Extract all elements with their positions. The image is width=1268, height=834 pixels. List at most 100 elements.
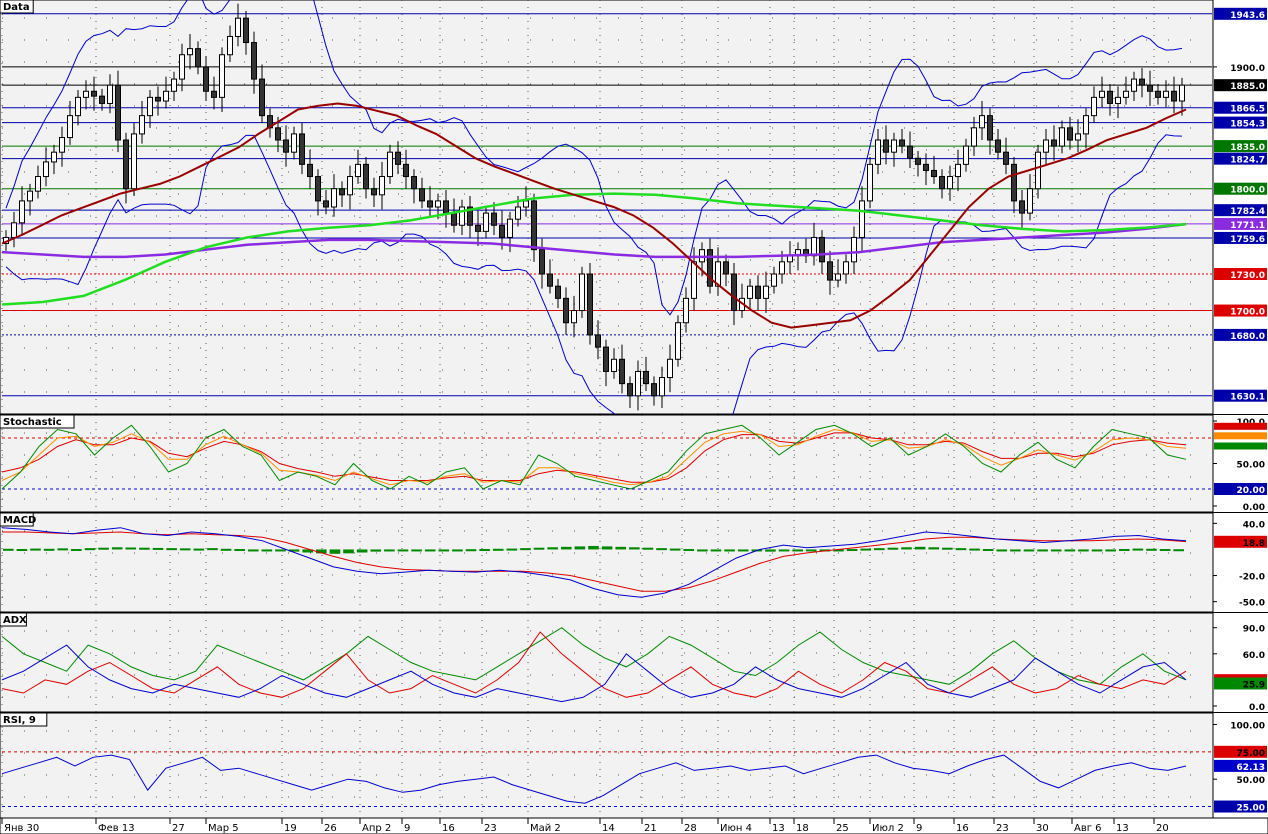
candle-body xyxy=(611,358,617,372)
band-upper xyxy=(5,0,1183,316)
macd-bar xyxy=(506,548,518,551)
candle-body xyxy=(723,261,729,275)
x-tick-label: Апр 2 xyxy=(362,823,391,834)
x-tick-label: 16 xyxy=(956,823,969,834)
rsi-level-label: 75.00 xyxy=(1237,749,1265,759)
candle-body xyxy=(523,200,529,208)
panel-title: RSI, 9 xyxy=(3,715,36,726)
candle-body xyxy=(27,190,33,202)
stoch-marker xyxy=(1214,432,1267,440)
candle-body xyxy=(227,35,233,56)
macd-bar xyxy=(860,548,871,551)
candle-body xyxy=(1123,90,1129,98)
candle-body xyxy=(371,188,377,196)
candle-body xyxy=(131,133,137,190)
candle-body xyxy=(179,54,185,80)
price-axis-label-bg xyxy=(1214,304,1267,317)
candle-body xyxy=(1171,90,1177,102)
price-axis-label-bg xyxy=(1214,328,1267,341)
panel-title-box xyxy=(0,0,34,14)
x-tick-label: Янв 30 xyxy=(4,823,39,834)
x-tick-label: Май 2 xyxy=(530,823,561,834)
candle-body xyxy=(307,163,313,178)
stoch-marker xyxy=(1214,442,1267,450)
candle-body xyxy=(339,188,345,196)
macd-bar xyxy=(139,547,150,550)
candle-body xyxy=(667,358,673,379)
price-axis-label-bg xyxy=(1214,217,1267,230)
candle-body xyxy=(979,115,985,129)
macd-bar xyxy=(1173,549,1184,552)
adx-blue-line xyxy=(1,644,1187,703)
candle-body xyxy=(971,127,977,147)
macd-bar xyxy=(438,549,450,552)
candle-body xyxy=(955,163,961,178)
candle-body xyxy=(939,176,945,190)
rsi-level-label: 25.00 xyxy=(1237,804,1265,814)
macd-bar xyxy=(942,547,953,550)
x-tick-label: Июн 4 xyxy=(720,823,752,834)
candle-body xyxy=(755,285,761,299)
macd-bar xyxy=(179,548,191,551)
macd-bar xyxy=(588,545,599,550)
x-tick-label: 27 xyxy=(172,823,185,834)
macd-bar xyxy=(247,549,259,552)
price-axis-label: 1730.0 xyxy=(1230,271,1265,281)
candle-body xyxy=(923,163,929,171)
macd-bar xyxy=(669,548,681,551)
macd-bar xyxy=(3,548,14,551)
candle-body xyxy=(107,84,113,104)
macd-bar xyxy=(846,549,858,552)
candle-body xyxy=(571,310,577,324)
macd-bar xyxy=(220,548,232,551)
macd-bar xyxy=(492,548,504,551)
candle-body xyxy=(1059,127,1065,147)
candle-body xyxy=(563,297,569,324)
macd-bar xyxy=(805,549,817,552)
candle-body xyxy=(1099,90,1105,98)
x-tick-label: 19 xyxy=(284,823,297,834)
candle-body xyxy=(363,163,369,190)
candle-body xyxy=(51,151,57,163)
price-axis-label-bg xyxy=(1214,204,1267,217)
macd-bar xyxy=(193,548,205,551)
macd-bar xyxy=(1064,549,1076,552)
candle-body xyxy=(203,66,209,92)
price-axis-label-bg xyxy=(1214,140,1267,153)
candle-body xyxy=(835,273,841,281)
candle-body xyxy=(587,273,593,336)
candle-body xyxy=(187,48,193,56)
candle-body xyxy=(259,78,265,117)
macd-bar xyxy=(601,546,613,550)
macd-bar xyxy=(125,547,137,550)
candle-body xyxy=(1011,163,1017,202)
x-tick-label: 23 xyxy=(996,823,1009,834)
macd-bar xyxy=(1010,549,1021,552)
candle-body xyxy=(251,42,257,80)
macd-bar xyxy=(30,548,41,551)
x-tick-label: 23 xyxy=(484,823,497,834)
macd-axis-label: -50.0 xyxy=(1239,599,1265,609)
macd-bar xyxy=(833,549,844,552)
candle-body xyxy=(811,236,817,257)
x-tick-label: 13 xyxy=(772,823,785,834)
price-axis-label: 1943.6 xyxy=(1230,11,1265,21)
candle-body xyxy=(395,151,401,165)
candle-body xyxy=(459,206,465,226)
candle-body xyxy=(347,176,353,196)
candle-body xyxy=(1019,200,1025,214)
candle-body xyxy=(411,176,417,190)
candle-body xyxy=(115,84,121,141)
candle-body xyxy=(1179,84,1185,102)
macd-bar xyxy=(560,546,572,550)
price-axis-label: 1800.0 xyxy=(1230,186,1265,196)
macd-bar xyxy=(982,549,994,552)
candle-body xyxy=(851,236,857,263)
price-axis-label-bg xyxy=(1214,101,1267,114)
macd-bar xyxy=(329,549,341,554)
candle-body xyxy=(91,90,97,97)
candle-body xyxy=(579,273,585,312)
panel-title: MACD xyxy=(3,515,36,526)
candle-body xyxy=(419,188,425,202)
